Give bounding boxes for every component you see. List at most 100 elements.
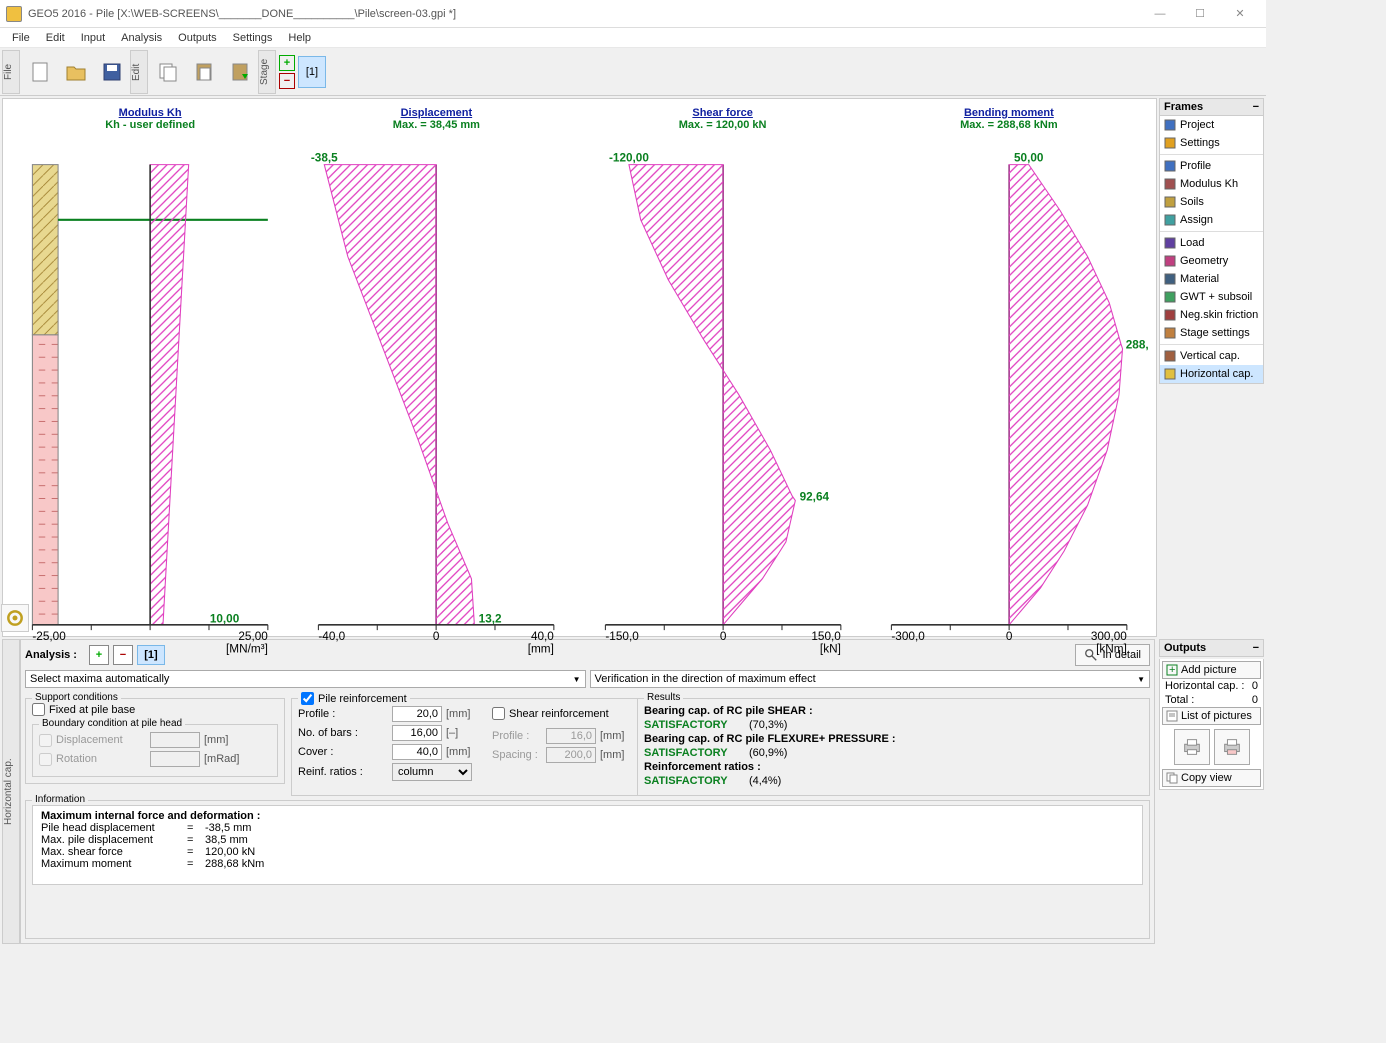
svg-text:25,00: 25,00 (238, 630, 268, 643)
frames-header: Frames− (1159, 98, 1264, 116)
frame-item-soils[interactable]: Soils (1160, 193, 1263, 211)
settings-gear-button[interactable] (1, 604, 29, 632)
horizontal-cap-tab[interactable]: Horizontal cap. (2, 639, 20, 944)
shear-spacing-input (546, 747, 596, 763)
menu-edit[interactable]: Edit (38, 30, 73, 46)
cover-input[interactable] (392, 744, 442, 760)
bc-rot-checkbox (39, 753, 52, 766)
bc-disp-checkbox (39, 734, 52, 747)
frames-minimize-icon[interactable]: − (1253, 101, 1259, 113)
frame-item-modulus-kh[interactable]: Modulus Kh (1160, 175, 1263, 193)
new-button[interactable] (24, 56, 56, 88)
svg-text:-40,0: -40,0 (319, 630, 346, 643)
info-box: Maximum internal force and deformation :… (32, 805, 1143, 885)
save-button[interactable] (96, 56, 128, 88)
paste-special-button[interactable] (224, 56, 256, 88)
frame-item-settings[interactable]: Settings (1160, 134, 1263, 152)
chart-area: Modulus KhKh - user defined -25,00 25,00… (2, 98, 1157, 637)
frame-item-neg-skin-friction[interactable]: Neg.skin friction (1160, 306, 1263, 324)
results-title: Results (644, 692, 683, 703)
svg-text:92,64: 92,64 (799, 491, 829, 504)
menu-input[interactable]: Input (73, 30, 113, 46)
frame-item-assign[interactable]: Assign (1160, 211, 1263, 229)
shear-profile-input (546, 728, 596, 744)
window-title: GEO5 2016 - Pile [X:\WEB-SCREENS\_______… (28, 8, 1140, 20)
svg-text:[mm]: [mm] (528, 643, 554, 656)
close-button[interactable]: ✕ (1220, 3, 1260, 25)
modulus-kh-chart: Modulus KhKh - user defined -25,00 25,00… (11, 107, 289, 628)
frame-item-vertical-cap-[interactable]: Vertical cap. (1160, 347, 1263, 365)
stage-add-button[interactable]: + (279, 55, 295, 71)
svg-text:40,0: 40,0 (531, 630, 554, 643)
maximize-button[interactable]: ☐ (1180, 3, 1220, 25)
svg-text:10,00: 10,00 (210, 613, 240, 626)
shear-reinf-checkbox[interactable] (492, 707, 505, 720)
svg-text:[kN]: [kN] (819, 643, 840, 656)
copy-view-button[interactable]: Copy view (1162, 769, 1261, 787)
svg-text:0: 0 (1006, 630, 1013, 643)
menu-help[interactable]: Help (280, 30, 319, 46)
bc-title: Boundary condition at pile head (39, 718, 185, 729)
add-picture-button[interactable]: + Add picture (1162, 661, 1261, 679)
moment-chart: Bending momentMax. = 288,68 kNm -300,0 0… (870, 107, 1148, 628)
bc-rot-input (150, 751, 200, 767)
svg-text:-25,00: -25,00 (32, 630, 66, 643)
minimize-button[interactable]: — (1140, 3, 1180, 25)
svg-text:-150,0: -150,0 (605, 630, 639, 643)
toolbar: File Edit Stage + − [1] (0, 48, 1266, 96)
print-button-2[interactable] (1214, 729, 1250, 765)
open-button[interactable] (60, 56, 92, 88)
frame-item-project[interactable]: Project (1160, 116, 1263, 134)
edit-tab[interactable]: Edit (130, 50, 148, 94)
bc-disp-input (150, 732, 200, 748)
svg-text:0: 0 (719, 630, 726, 643)
menu-settings[interactable]: Settings (225, 30, 281, 46)
svg-text:-38,5: -38,5 (311, 151, 338, 164)
stage-remove-button[interactable]: − (279, 73, 295, 89)
stage-tab[interactable]: Stage (258, 50, 276, 94)
svg-text:[MN/m³]: [MN/m³] (226, 643, 268, 656)
svg-text:[kNm]: [kNm] (1096, 643, 1127, 656)
menu-analysis[interactable]: Analysis (113, 30, 170, 46)
svg-text:50,00: 50,00 (1014, 151, 1044, 164)
paste-button[interactable] (188, 56, 220, 88)
copy-button[interactable] (152, 56, 184, 88)
fixed-base-checkbox[interactable] (32, 703, 45, 716)
profile-input[interactable] (392, 706, 442, 722)
menu-outputs[interactable]: Outputs (170, 30, 225, 46)
frame-item-gwt-subsoil[interactable]: GWT + subsoil (1160, 288, 1263, 306)
menu-file[interactable]: File (4, 30, 38, 46)
frame-item-horizontal-cap-[interactable]: Horizontal cap. (1160, 365, 1263, 383)
list-pictures-button[interactable]: List of pictures (1162, 707, 1261, 725)
svg-text:+: + (1169, 664, 1175, 676)
print-button-1[interactable] (1174, 729, 1210, 765)
frames-list: ProjectSettings ProfileModulus KhSoilsAss… (1159, 116, 1264, 384)
frame-item-profile[interactable]: Profile (1160, 157, 1263, 175)
menubar: File Edit Input Analysis Outputs Setting… (0, 28, 1266, 48)
frame-item-stage-settings[interactable]: Stage settings (1160, 324, 1263, 342)
frame-item-material[interactable]: Material (1160, 270, 1263, 288)
displacement-chart: DisplacementMax. = 38,45 mm -40,0 0 40,0… (297, 107, 575, 628)
info-title: Information (32, 794, 88, 805)
bars-input[interactable] (392, 725, 442, 741)
svg-text:150,0: 150,0 (811, 630, 841, 643)
outputs-minimize-icon[interactable]: − (1253, 642, 1259, 654)
titlebar: GEO5 2016 - Pile [X:\WEB-SCREENS\_______… (0, 0, 1266, 28)
frame-item-geometry[interactable]: Geometry (1160, 252, 1263, 270)
file-tab[interactable]: File (2, 50, 20, 94)
verification-combo[interactable]: Verification in the direction of maximum… (590, 670, 1151, 688)
support-title: Support conditions (32, 692, 121, 703)
outputs-header: Outputs− (1159, 639, 1264, 657)
shear-chart: Shear forceMax. = 120,00 kN -150,0 0 150… (584, 107, 862, 628)
svg-text:300,00: 300,00 (1091, 630, 1127, 643)
pile-reinf-checkbox[interactable] (301, 692, 314, 705)
maxima-combo[interactable]: Select maxima automatically▼ (25, 670, 586, 688)
svg-text:13,2: 13,2 (479, 613, 502, 626)
svg-text:-300,0: -300,0 (891, 630, 925, 643)
app-icon (6, 6, 22, 22)
svg-text:0: 0 (433, 630, 440, 643)
frame-item-load[interactable]: Load (1160, 234, 1263, 252)
stage-1-button[interactable]: [1] (298, 56, 326, 88)
ratios-select[interactable]: column (392, 763, 472, 781)
svg-text:-120,00: -120,00 (608, 151, 648, 164)
